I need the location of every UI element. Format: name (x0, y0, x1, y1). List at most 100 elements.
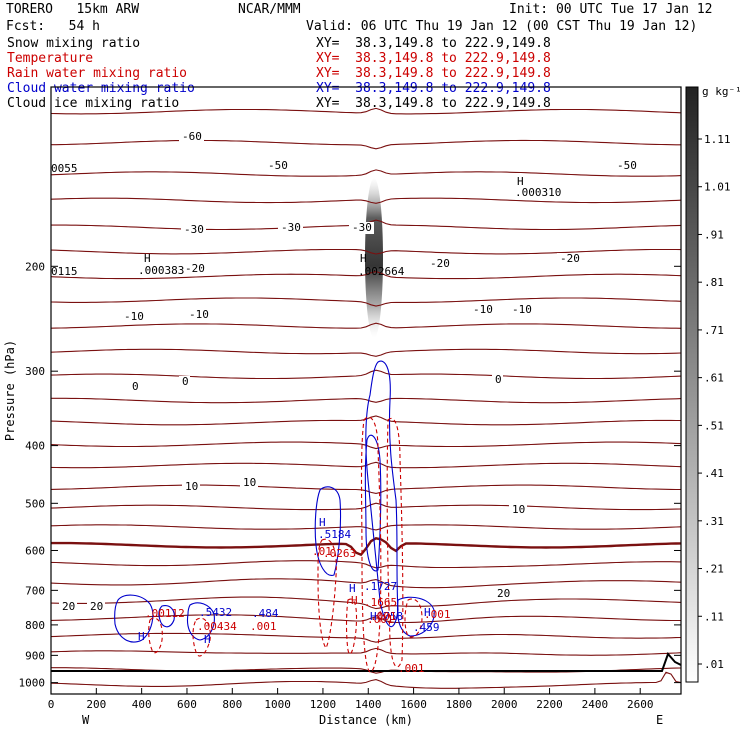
colorbar-tick-label: .91 (704, 228, 724, 241)
cloud-water-contour (114, 594, 154, 643)
temp-label: 10 (185, 480, 198, 493)
temp-label-bg (186, 309, 211, 321)
contour-annotation: .001 (367, 613, 394, 626)
rain-water-contour (345, 598, 358, 655)
temp-label: 0 (495, 373, 502, 386)
temp-label: -30 (281, 221, 301, 234)
isotherm (50, 671, 682, 689)
isotherm (50, 578, 682, 589)
temp-label: -20 (185, 262, 205, 275)
isotherm (50, 197, 682, 204)
contour-annotation: .5184 (318, 528, 351, 541)
temp-label: 20 (90, 600, 103, 613)
colorbar-tick-label: .41 (704, 467, 724, 480)
contour-annotation: .0758 (370, 610, 403, 623)
colorbar-tick-label: 1.11 (704, 133, 731, 146)
colorbar-tick-label: .21 (704, 563, 724, 576)
field-xy: XY= 38.3,149.8 to 222.9,149.8 (316, 36, 551, 51)
isotherm (50, 169, 682, 177)
field-name: Rain water mixing ratio (7, 66, 188, 81)
x-tick-label: 600 (177, 698, 197, 711)
colorbar-tick-label: .01 (704, 658, 724, 671)
temp-label-bg (470, 304, 495, 316)
cloud-water-contour (396, 596, 435, 637)
contour-annotation: .001 (424, 608, 451, 621)
plot-frame (50, 86, 682, 695)
isotherm (50, 322, 682, 329)
rain-water-contour (404, 598, 423, 638)
contour-annotation: H (349, 582, 356, 595)
cloud-water-contour (364, 434, 382, 572)
isotherm (50, 560, 682, 569)
temp-label: -50 (617, 159, 637, 172)
contour-annotation: H (424, 606, 431, 619)
temp-label-bg (509, 504, 527, 516)
x-tick-label: 1400 (355, 698, 382, 711)
temp-label-bg (509, 304, 534, 316)
rain-water-contour (148, 617, 163, 654)
y-tick-label: 800 (25, 619, 45, 632)
temp-label-bg (87, 601, 105, 613)
y-tick-label: 700 (25, 584, 45, 597)
contour-annotation: .001 (370, 610, 397, 623)
isotherm (51, 397, 682, 404)
x-tick-label: 1600 (400, 698, 427, 711)
temp-label-bg (494, 588, 512, 600)
field-name: Cloud water mixing ratio (7, 81, 195, 96)
contour-annotation: .1665 (364, 596, 397, 609)
contour-annotation: .00112 (145, 607, 185, 620)
x-end-label-west: W (82, 713, 90, 727)
isotherm (50, 614, 681, 624)
contour-annotation: 0055 (51, 162, 78, 175)
colorbar-unit: g kg⁻¹ (702, 85, 740, 98)
isotherm (50, 596, 682, 610)
temp-label-bg (278, 222, 303, 234)
temp-label: -10 (124, 310, 144, 323)
isotherm (50, 271, 682, 280)
isotherm (50, 369, 682, 380)
contour-annotation: .002664 (358, 265, 405, 278)
x-axis-title: Distance (km) (319, 713, 413, 727)
contour-annotation: .1727 (364, 580, 397, 593)
temp-label: -10 (473, 303, 493, 316)
contour-annotation: 0115 (51, 265, 78, 278)
contour-annotation: H (319, 516, 326, 529)
contour-annotation: .484 (252, 607, 279, 620)
y-tick-label: 300 (25, 365, 45, 378)
x-tick-label: 2000 (491, 698, 518, 711)
x-tick-label: 2600 (627, 698, 654, 711)
temp-label-bg (557, 253, 582, 265)
temp-label: -50 (268, 159, 288, 172)
colorbar-tick-label: .31 (704, 515, 724, 528)
x-tick-label: 800 (222, 698, 242, 711)
temp-label: -30 (352, 221, 372, 234)
x-end-label-east: E (656, 713, 663, 727)
colorbar (685, 86, 699, 683)
field-xy: XY= 38.3,149.8 to 222.9,149.8 (316, 66, 551, 81)
temp-label: -20 (560, 252, 580, 265)
x-tick-label: 1200 (310, 698, 337, 711)
contour-annotation: .459 (413, 621, 440, 634)
temp-label: 20 (497, 587, 510, 600)
temp-label-bg (427, 258, 452, 270)
temp-label: -10 (189, 308, 209, 321)
field-xy: XY= 38.3,149.8 to 222.9,149.8 (316, 96, 551, 111)
temp-label: 20 (62, 600, 75, 613)
y-tick-label: 500 (25, 497, 45, 510)
y-tick-label: 200 (25, 260, 45, 273)
valid-time: Valid: 06 UTC Thu 19 Jan 12 (00 CST Thu … (306, 19, 698, 34)
cloud-water-contour (158, 605, 175, 628)
contour-annotation: H (204, 633, 211, 646)
x-tick-label: 1000 (264, 698, 291, 711)
contour-annotation: .01 (312, 545, 332, 558)
colorbar-tick-label: .11 (704, 610, 724, 623)
surface-line (51, 652, 682, 672)
contour-annotation: .000310 (515, 186, 561, 199)
contour-annotation: .0263 (323, 547, 356, 560)
temp-label-bg (182, 263, 207, 275)
x-tick-label: 400 (132, 698, 152, 711)
colorbar-tick-label: .51 (704, 419, 724, 432)
y-tick-label: 400 (25, 440, 45, 453)
contour-annotation: H (370, 610, 377, 623)
